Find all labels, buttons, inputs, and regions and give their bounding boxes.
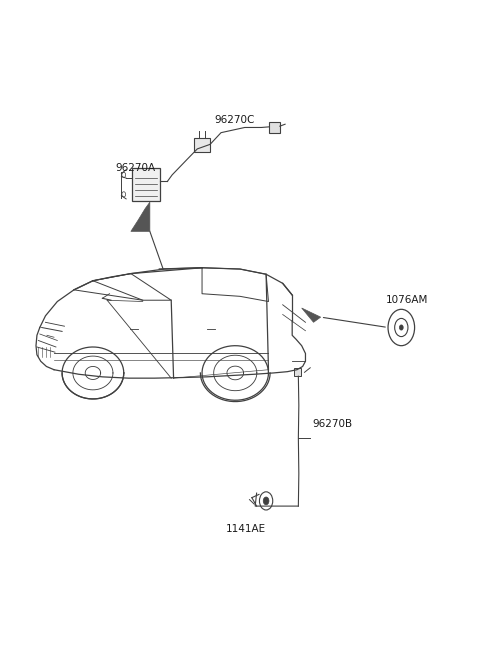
Text: 1141AE: 1141AE xyxy=(226,523,266,534)
Circle shape xyxy=(263,497,269,505)
Text: 96270B: 96270B xyxy=(312,419,352,428)
Polygon shape xyxy=(301,308,321,322)
FancyBboxPatch shape xyxy=(193,138,210,152)
FancyBboxPatch shape xyxy=(294,368,301,376)
Circle shape xyxy=(399,325,403,330)
Text: 1076AM: 1076AM xyxy=(386,295,429,305)
Text: 96270A: 96270A xyxy=(116,163,156,173)
FancyBboxPatch shape xyxy=(269,122,280,133)
Polygon shape xyxy=(131,202,150,231)
Text: 96270C: 96270C xyxy=(214,115,254,125)
FancyBboxPatch shape xyxy=(132,168,160,201)
